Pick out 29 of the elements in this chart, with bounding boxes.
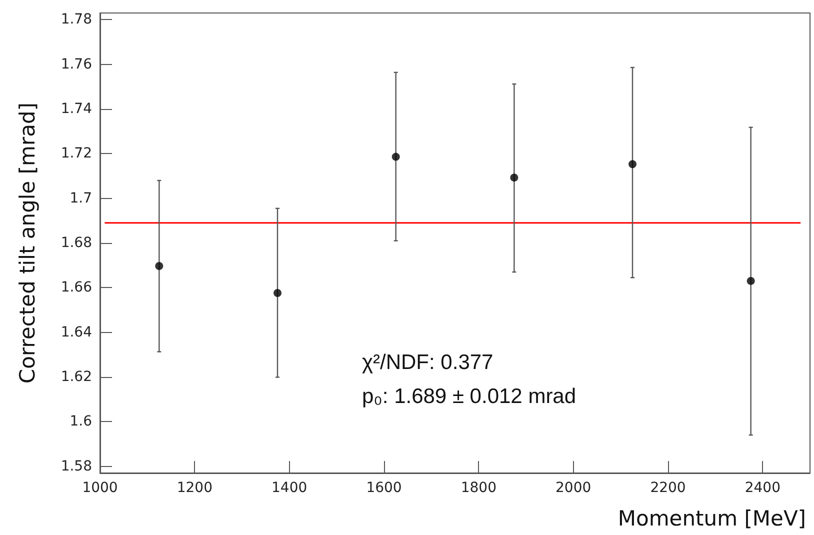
- y-axis-title: Corrected tilt angle [mrad]: [16, 102, 40, 384]
- x-tick-label: 1400: [272, 480, 308, 496]
- y-tick-label: 1.68: [60, 235, 92, 251]
- point: [155, 262, 164, 270]
- x-tick-label: 2400: [744, 480, 780, 496]
- annotation: χ²/NDF: 0.377: [362, 351, 494, 374]
- y-tick-label: 1.7: [70, 190, 92, 206]
- annotation: p₀: 1.689 ± 0.012 mrad: [362, 385, 576, 408]
- point: [628, 160, 636, 168]
- y-tick-label: 1.74: [60, 101, 92, 118]
- point: [392, 152, 400, 161]
- y-tick-label: 1.78: [60, 12, 92, 28]
- y-tick-label: 1.58: [60, 458, 92, 474]
- x-tick-label: 2000: [556, 480, 592, 496]
- x-tick-label: 1200: [176, 480, 212, 496]
- x-tick-label: 1800: [460, 480, 496, 496]
- point: [510, 174, 518, 182]
- x-tick-label: 2200: [650, 480, 686, 496]
- x-axis-title: Momentum [MeV]: [618, 506, 806, 530]
- x-tick-label: 1600: [366, 480, 402, 496]
- x-tick-label: 1000: [82, 480, 118, 496]
- y-tick-label: 1.76: [60, 56, 92, 72]
- y-tick-label: 1.66: [60, 280, 92, 296]
- point: [746, 276, 755, 285]
- y-tick-label: 1.6: [70, 414, 92, 430]
- y-tick-label: 1.64: [60, 324, 92, 340]
- point: [274, 289, 282, 298]
- y-tick-label: 1.72: [60, 146, 92, 162]
- y-tick-label: 1.62: [60, 368, 92, 385]
